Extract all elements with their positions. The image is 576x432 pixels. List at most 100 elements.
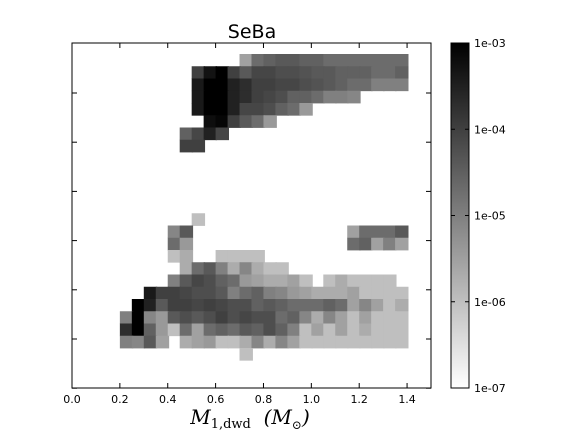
heatmap-cell (155, 286, 170, 300)
heatmap-cell (359, 54, 373, 67)
heatmap-cell (383, 335, 397, 349)
heatmap-cell (371, 54, 385, 67)
heatmap-cell (239, 274, 253, 288)
colorbar-tick-label: 1e-04 (474, 123, 506, 136)
heatmap-cell (191, 213, 206, 226)
heatmap-cell (167, 250, 182, 263)
heatmap-cell (239, 250, 253, 263)
heatmap-cell (287, 54, 301, 67)
heatmap-cell (191, 311, 206, 324)
heatmap-cell (215, 250, 229, 263)
heatmap-cell (155, 323, 170, 337)
x-tick-label: 1.0 (303, 393, 321, 406)
heatmap-cell (359, 237, 373, 251)
heatmap-cell (383, 237, 397, 251)
heatmap-cell (263, 90, 277, 104)
heatmap-cell (203, 90, 218, 104)
heatmap-cell (227, 274, 241, 288)
heatmap-cell (335, 78, 349, 92)
heatmap-cell (275, 323, 289, 337)
heatmap-cell (275, 54, 289, 67)
heatmap-cell (203, 115, 218, 128)
heatmap-cell (191, 274, 206, 288)
x-tick-label: 0.6 (207, 393, 225, 406)
heatmap-cell (251, 90, 265, 104)
heatmap-cell (371, 274, 385, 288)
heatmap-cell (203, 335, 218, 349)
heatmap-cell (275, 311, 289, 324)
heatmap-cell (395, 66, 409, 79)
heatmap-cell (227, 66, 241, 79)
heatmap-cell (395, 311, 409, 324)
heatmap-cell (251, 250, 265, 263)
heatmap-cell (395, 286, 409, 300)
heatmap-cell (227, 78, 241, 92)
heatmap-cell (155, 335, 170, 349)
x-tick-label: 0.4 (159, 393, 177, 406)
heatmap-cell (335, 299, 349, 312)
heatmap-cell (227, 250, 241, 263)
heatmap-cell (179, 323, 194, 337)
heatmap-cell (263, 78, 277, 92)
heatmap-cell (371, 78, 385, 92)
heatmap-cell (119, 335, 134, 349)
heatmap-cell (275, 103, 289, 116)
heatmap-cell (275, 335, 289, 349)
heatmap-cell (251, 274, 265, 288)
heatmap-cell (179, 250, 194, 263)
heatmap-cell (215, 78, 229, 92)
heatmap-cell (311, 299, 325, 312)
heatmap-cell (287, 90, 301, 104)
heatmap-cell (347, 335, 361, 349)
heatmap-cell (239, 286, 253, 300)
heatmap-cell (191, 66, 206, 79)
heatmap-cell (263, 115, 277, 128)
x-tick-label: 1.2 (350, 393, 368, 406)
heatmap-cell (395, 78, 409, 92)
x-tick-label: 0.8 (255, 393, 273, 406)
heatmap-cell (347, 237, 361, 251)
heatmap-cell (359, 66, 373, 79)
heatmap-cell (287, 286, 301, 300)
chart-title: SeBa (228, 21, 276, 43)
x-label-unit: M (270, 405, 292, 429)
heatmap-cell (119, 323, 134, 337)
heatmap-cell (287, 323, 301, 337)
heatmap-cell (371, 335, 385, 349)
heatmap-cell (359, 299, 373, 312)
heatmap-cell (359, 225, 373, 239)
heatmap-cell (347, 299, 361, 312)
heatmap-cell (371, 323, 385, 337)
heatmap-cell (215, 311, 229, 324)
heatmap-cell (251, 103, 265, 116)
x-tick-label: 0.0 (63, 393, 81, 406)
heatmap-cell (311, 54, 325, 67)
heatmap-cell (239, 66, 253, 79)
heatmap-cell (263, 54, 277, 67)
heatmap-cell (179, 311, 194, 324)
heatmap-cell (287, 274, 301, 288)
heatmap-cell (299, 311, 313, 324)
heatmap-cell (299, 323, 313, 337)
heatmap-cell (215, 90, 229, 104)
heatmap-cell (347, 274, 361, 288)
heatmap-cell (251, 115, 265, 128)
heatmap-cell (191, 286, 206, 300)
heatmap-cell (215, 274, 229, 288)
heatmap-cell (239, 103, 253, 116)
x-tick-label: 1.4 (398, 393, 416, 406)
heatmap-cell (335, 90, 349, 104)
heatmap-cell (299, 54, 313, 67)
heatmap-cell (335, 286, 349, 300)
heatmap-cell (383, 78, 397, 92)
heatmap-cell (143, 311, 158, 324)
heatmap-cell (383, 323, 397, 337)
heatmap-cell (215, 115, 229, 128)
heatmap-cell (239, 78, 253, 92)
heatmap-cell (179, 335, 194, 349)
heatmap-cell (359, 78, 373, 92)
heatmap-cell (227, 115, 241, 128)
heatmap-cell (131, 323, 146, 337)
heatmap-cell (323, 274, 337, 288)
heatmap-cell (215, 262, 229, 275)
